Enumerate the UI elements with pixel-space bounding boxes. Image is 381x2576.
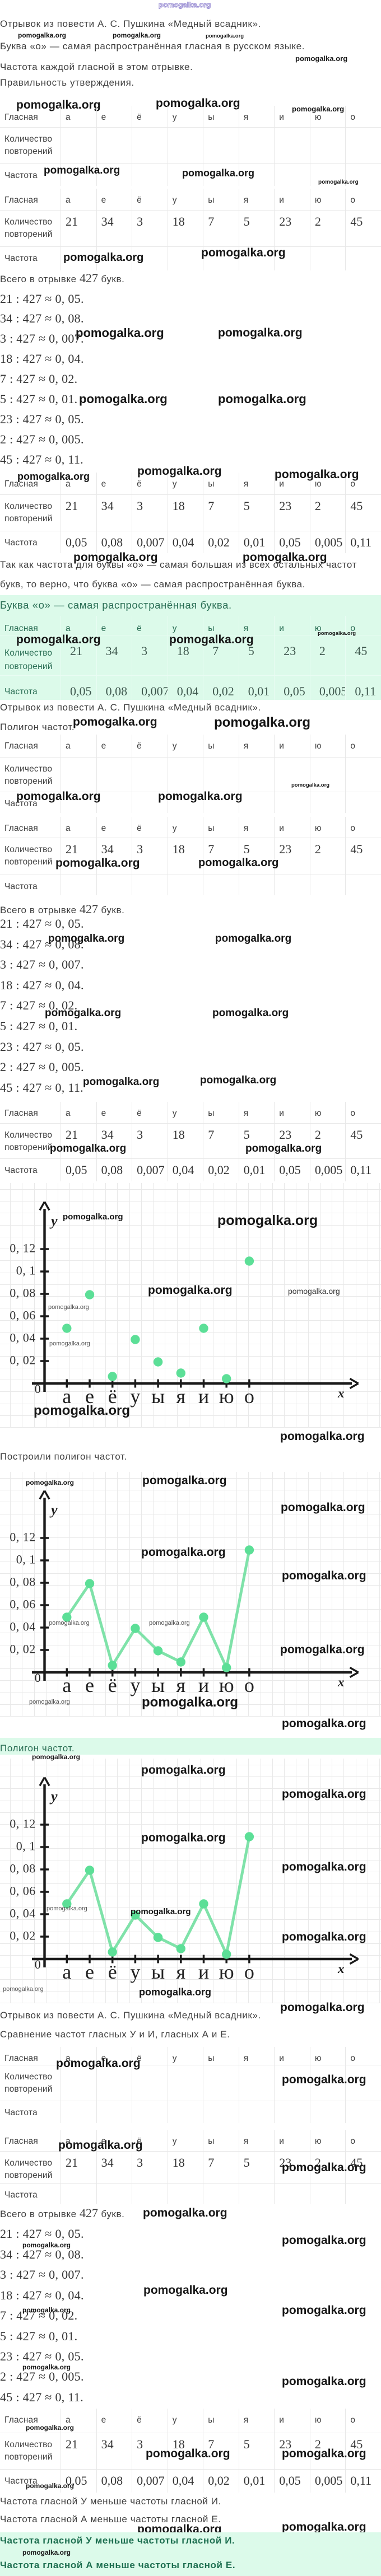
svg-text:0, 12: 0, 12: [10, 1817, 36, 1831]
svg-text:0, 06: 0, 06: [10, 1597, 36, 1611]
svg-text:е: е: [85, 1674, 94, 1696]
svg-text:ы: ы: [151, 1674, 165, 1696]
svg-text:ы: ы: [151, 1385, 165, 1408]
svg-text:и: и: [198, 1385, 209, 1408]
svg-text:а: а: [62, 1961, 71, 1983]
svg-text:y: y: [49, 1788, 58, 1804]
svg-text:ю: ю: [219, 1674, 234, 1696]
svg-text:о: о: [244, 1385, 254, 1408]
svg-text:y: y: [49, 1213, 58, 1229]
svg-text:ю: ю: [219, 1385, 234, 1408]
svg-text:а: а: [62, 1385, 71, 1408]
svg-text:0: 0: [35, 1957, 41, 1971]
svg-text:0, 04: 0, 04: [10, 1330, 36, 1344]
svg-text:0, 02: 0, 02: [10, 1642, 36, 1656]
svg-text:е: е: [85, 1385, 94, 1408]
svg-text:0, 1: 0, 1: [16, 1839, 36, 1853]
svg-text:0, 1: 0, 1: [16, 1552, 36, 1566]
svg-text:а: а: [62, 1674, 71, 1696]
svg-text:я: я: [176, 1674, 186, 1696]
svg-text:ы: ы: [151, 1961, 165, 1983]
svg-text:у: у: [130, 1385, 140, 1408]
svg-text:о: о: [244, 1674, 254, 1696]
svg-text:0, 12: 0, 12: [10, 1241, 36, 1255]
svg-text:0, 08: 0, 08: [10, 1862, 36, 1876]
svg-text:ё: ё: [108, 1674, 117, 1696]
svg-text:е: е: [85, 1961, 94, 1983]
svg-text:о: о: [244, 1961, 254, 1983]
svg-text:x: x: [337, 1675, 345, 1689]
svg-text:0, 04: 0, 04: [10, 1906, 36, 1920]
svg-text:ё: ё: [108, 1961, 117, 1983]
svg-text:0, 12: 0, 12: [10, 1530, 36, 1544]
svg-text:и: и: [198, 1674, 209, 1696]
svg-text:0, 02: 0, 02: [10, 1353, 36, 1367]
svg-text:x: x: [337, 1962, 345, 1976]
svg-text:я: я: [176, 1385, 186, 1408]
svg-text:0: 0: [35, 1671, 41, 1685]
svg-text:0, 08: 0, 08: [10, 1285, 36, 1299]
svg-text:0, 02: 0, 02: [10, 1929, 36, 1943]
svg-text:0, 06: 0, 06: [10, 1884, 36, 1898]
svg-text:y: y: [49, 1502, 58, 1518]
svg-text:x: x: [337, 1386, 345, 1400]
svg-text:0: 0: [35, 1382, 41, 1396]
svg-text:у: у: [130, 1674, 140, 1696]
svg-text:и: и: [198, 1961, 209, 1983]
svg-text:ё: ё: [108, 1385, 117, 1408]
svg-text:0, 1: 0, 1: [16, 1263, 36, 1277]
svg-text:у: у: [130, 1961, 140, 1983]
svg-text:0, 08: 0, 08: [10, 1574, 36, 1588]
svg-text:0, 04: 0, 04: [10, 1619, 36, 1633]
svg-text:я: я: [176, 1961, 186, 1983]
svg-text:ю: ю: [219, 1961, 234, 1983]
svg-text:0, 06: 0, 06: [10, 1308, 36, 1322]
